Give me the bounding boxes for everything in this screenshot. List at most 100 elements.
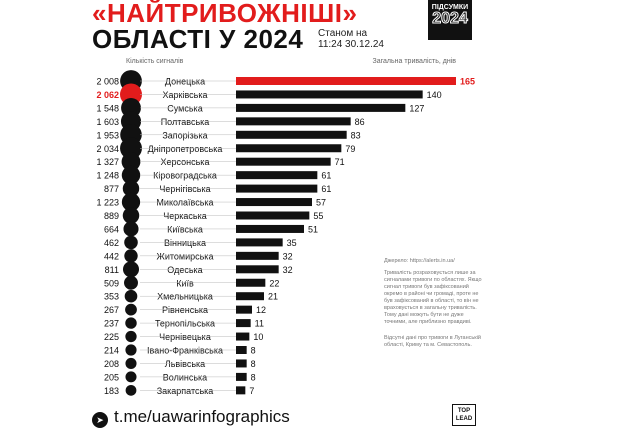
signals-label: 1 548	[96, 103, 119, 113]
duration-value-label: 11	[255, 319, 264, 329]
region-label: Хмельницька	[157, 292, 213, 302]
duration-bar	[236, 171, 318, 180]
region-label: Івано-Франківська	[147, 346, 223, 356]
duration-value-label: 55	[313, 211, 323, 221]
region-label: Львівська	[165, 359, 205, 369]
toplead-logo: TOP LEAD	[452, 404, 476, 426]
duration-bar	[236, 224, 304, 233]
duration-value-label: 51	[308, 224, 318, 234]
signals-label: 509	[104, 278, 119, 288]
signals-label: 2 062	[96, 90, 119, 100]
signals-bubble	[120, 137, 142, 160]
duration-value-label: 32	[283, 251, 293, 261]
duration-bar	[236, 184, 318, 193]
signals-label: 1 953	[96, 130, 119, 140]
signals-label: 889	[104, 211, 119, 221]
duration-value-label: 165	[460, 77, 475, 87]
bar-chart: 2 008 Донецька 165 2 062 Харківська 140 1 548 С…	[96, 70, 475, 396]
duration-bar	[236, 346, 247, 354]
duration-bar	[236, 103, 406, 112]
region-label: Чернігівська	[159, 184, 210, 194]
region-label: Миколаївська	[156, 198, 213, 208]
signals-bubble	[125, 371, 137, 383]
telegram-icon: ➤	[92, 412, 108, 428]
duration-bar	[236, 292, 264, 301]
signals-bubble	[122, 207, 140, 224]
signals-label: 462	[104, 238, 119, 248]
title-line-2: ОБЛАСТІ У 2024	[92, 24, 304, 54]
as-of-timestamp: 11:24 30.12.24	[318, 39, 384, 50]
signals-label: 208	[104, 359, 119, 369]
duration-bar	[236, 359, 247, 368]
signals-label: 1 603	[96, 117, 119, 127]
duration-value-label: 86	[355, 117, 365, 127]
signals-bubble	[125, 344, 137, 356]
duration-bar	[236, 211, 310, 220]
signals-bubble	[121, 152, 141, 172]
duration-bar	[236, 386, 246, 395]
logo-line-1: TOP	[457, 408, 471, 414]
region-label: Черкаська	[163, 211, 206, 221]
signals-label: 267	[104, 305, 119, 315]
badge-year: 2024	[432, 10, 469, 27]
duration-value-label: 21	[268, 292, 278, 302]
signals-bubble	[122, 180, 140, 197]
duration-value-label: 8	[251, 359, 256, 369]
region-label: Київська	[167, 224, 203, 234]
badge-label: ПІДСУМКИ	[431, 4, 469, 11]
signals-bubble	[124, 235, 138, 250]
duration-value-label: 61	[321, 171, 331, 181]
duration-value-label: 140	[427, 90, 442, 100]
signals-label: 353	[104, 292, 119, 302]
duration-value-label: 22	[269, 278, 279, 288]
signals-bubble	[121, 192, 141, 212]
duration-value-label: 35	[287, 238, 297, 248]
duration-value-label: 83	[351, 130, 361, 140]
signals-bubble	[125, 330, 137, 343]
duration-value-label: 57	[316, 198, 326, 208]
telegram-link[interactable]: t.me/uawarinfographics	[114, 407, 290, 426]
signals-bubble	[122, 261, 140, 278]
title-line-1: «НАЙТРИВОЖНІШІ»	[92, 0, 358, 28]
duration-value-label: 12	[256, 305, 266, 315]
signals-label: 2 034	[96, 144, 119, 154]
as-of-date: Станом на 11:24 30.12.24	[318, 28, 384, 50]
duration-bar	[236, 144, 342, 153]
duration-value-label: 71	[335, 157, 345, 167]
signals-bubble	[123, 221, 139, 237]
signals-label: 442	[104, 251, 119, 261]
duration-value-label: 79	[345, 144, 355, 154]
signals-bubble	[124, 275, 138, 290]
signals-label: 214	[104, 346, 119, 356]
region-label: Закарпатська	[157, 386, 214, 396]
duration-bar	[236, 77, 456, 85]
signals-label: 183	[104, 386, 119, 396]
region-label: Херсонська	[161, 157, 210, 167]
duration-bar	[236, 265, 279, 274]
signals-label: 1 248	[96, 171, 119, 181]
duration-bar	[236, 319, 251, 328]
duration-bar	[236, 332, 250, 341]
signals-bubble	[124, 289, 138, 303]
duration-bar	[236, 130, 347, 139]
signals-label: 1 223	[96, 198, 119, 208]
duration-bar	[236, 251, 279, 260]
signals-bubble	[124, 249, 138, 263]
duration-value-label: 8	[251, 346, 256, 356]
duration-column-header: Загальна тривалість, днів	[372, 58, 457, 65]
duration-value-label: 7	[249, 386, 254, 396]
signals-label: 2 008	[96, 77, 119, 87]
signals-label: 1 327	[96, 157, 119, 167]
method-note: Тривалість розраховується лише за сигнал…	[384, 270, 482, 325]
signals-label: 225	[104, 332, 119, 342]
duration-bar	[236, 238, 283, 247]
region-label: Рівненська	[162, 305, 208, 315]
duration-bar	[236, 305, 252, 314]
as-of-label: Станом на	[318, 28, 368, 39]
signals-bubble	[125, 384, 137, 396]
region-label: Волинська	[163, 372, 207, 382]
region-label: Запорізька	[162, 130, 207, 140]
missing-data-note: Відсутні дані про тривоги в Луганській о…	[384, 335, 481, 348]
region-label: Дніпропетровська	[148, 144, 223, 154]
signals-label: 877	[104, 184, 119, 194]
